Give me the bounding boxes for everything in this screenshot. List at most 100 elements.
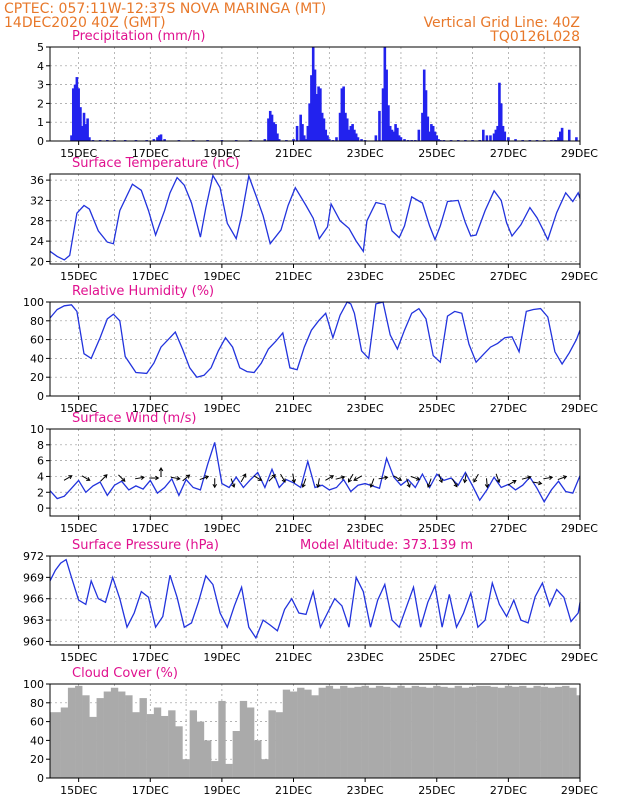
wind-arrow-shaft [63, 475, 73, 481]
wind-arrow [268, 474, 276, 482]
precip-bar [489, 135, 492, 141]
x-tick-label: 27DEC [490, 270, 527, 283]
wind-arrow-head [538, 480, 543, 486]
y-tick-label: 972 [23, 550, 44, 563]
cloud-bar [554, 686, 563, 778]
y-tick-label: 28 [30, 215, 44, 228]
wind-arrow-shaft [543, 476, 553, 480]
wind-arrow [280, 473, 286, 483]
y-tick-label: 960 [23, 635, 44, 648]
wind-arrow [484, 478, 490, 489]
precip-bar [320, 112, 324, 141]
y-tick-label: 0 [37, 772, 44, 785]
cloud-bar [361, 685, 369, 778]
y-tick-label: 969 [23, 571, 44, 584]
cloud-bar [461, 687, 470, 778]
panel-frame [49, 683, 581, 779]
wind-arrow-shaft [473, 473, 479, 483]
wind-arrow-head [415, 476, 421, 481]
wind-arrow [253, 475, 263, 481]
wind-arrow-shaft [427, 478, 432, 488]
wind-arrow [393, 475, 403, 481]
wind-arrow-shaft [325, 475, 334, 481]
wind-arrow-head [397, 476, 403, 481]
cloud-bar [125, 695, 133, 778]
y-tick-label: 80 [30, 315, 44, 328]
x-tick-label: 17DEC [132, 270, 169, 283]
panel-title-precip: Precipitation (mm/h) [72, 29, 205, 44]
precip-bar [396, 127, 399, 141]
precip-bar [301, 124, 304, 141]
x-tick-label: 21DEC [275, 270, 312, 283]
cloud-bar [433, 685, 441, 778]
x-tick-label: 19DEC [203, 522, 240, 535]
wind-arrow-head [384, 475, 389, 480]
cloud-bar [132, 712, 140, 778]
x-tick-label: 23DEC [347, 651, 384, 664]
cloud-bar [297, 687, 305, 778]
x-tick-label: 19DEC [203, 402, 240, 415]
precip-bar [317, 86, 320, 141]
wind-arrow [378, 475, 389, 480]
precip-bar [70, 135, 73, 141]
cloud-bar [225, 763, 233, 778]
precip-bar [295, 125, 299, 141]
wind-arrow-head [204, 475, 210, 480]
wind-arrow [135, 475, 145, 480]
precip-bar [349, 125, 353, 141]
y-tick-label: 20 [30, 371, 44, 384]
y-tick-label: 5 [37, 41, 44, 54]
x-tick-label: 21DEC [275, 651, 312, 664]
x-tick-label: 29DEC [561, 147, 598, 160]
cloud-bar [96, 698, 104, 778]
cloud-bar [368, 687, 377, 778]
y-tick-label: 40 [30, 734, 44, 747]
x-tick-label: 27DEC [490, 651, 527, 664]
wind-arrow-head [406, 483, 411, 488]
panel-cloud: 0 20 40 60 80 100 15DEC 17DEC 19DEC 21DEC 23DEC 25D… [23, 666, 598, 797]
x-tick-label: 25DEC [418, 402, 455, 415]
cloud-bar [547, 687, 556, 778]
wind-arrow-head [512, 479, 517, 484]
y-tick-label: 6 [37, 455, 44, 468]
panel-rh: 0 20 40 60 80 100 15DEC 17DEC 19DEC 21DEC 23DEC 25D… [23, 284, 598, 415]
wind-arrow-head [155, 475, 160, 481]
wind-arrow [521, 475, 532, 480]
wind-arrow-head [369, 483, 374, 488]
precip-bar [88, 137, 91, 141]
precip-bar [392, 131, 396, 141]
precip-bar [424, 90, 428, 141]
precip-bar [308, 103, 311, 141]
wind-arrow-shaft [486, 478, 488, 488]
wind-arrow-head [140, 475, 145, 480]
cloud-bar [447, 687, 455, 778]
precip-bar [482, 129, 485, 141]
cloud-bar [569, 687, 577, 778]
x-tick-label: 29DEC [561, 651, 598, 664]
cloud-bar [268, 710, 276, 778]
wind-arrow-head [426, 483, 432, 488]
precip-bar [501, 125, 505, 141]
wind-arrow-shaft [393, 475, 402, 481]
wind-arrow [347, 473, 354, 483]
wind-arrow-head [212, 484, 217, 489]
precip-bar [575, 137, 578, 141]
x-tick-label: 19DEC [203, 270, 240, 283]
cloud-bar [211, 761, 219, 778]
x-tick-label: 15DEC [60, 522, 97, 535]
cloud-bar [89, 716, 97, 778]
wind-arrow [118, 474, 126, 482]
cloud-bar [526, 687, 534, 778]
wind-arrow-shaft [230, 478, 235, 488]
y-tick-label: 20 [30, 753, 44, 766]
wind-arrow-head [176, 476, 181, 481]
precip-bar [397, 135, 401, 141]
wind-arrow-head [86, 476, 91, 481]
header-model-id: TQ0126L028 [489, 29, 580, 45]
precip-bar [360, 139, 363, 141]
precip-bar [498, 82, 501, 141]
precip-bar [276, 133, 279, 141]
x-tick-label: 21DEC [275, 522, 312, 535]
cloud-bar [390, 687, 398, 778]
